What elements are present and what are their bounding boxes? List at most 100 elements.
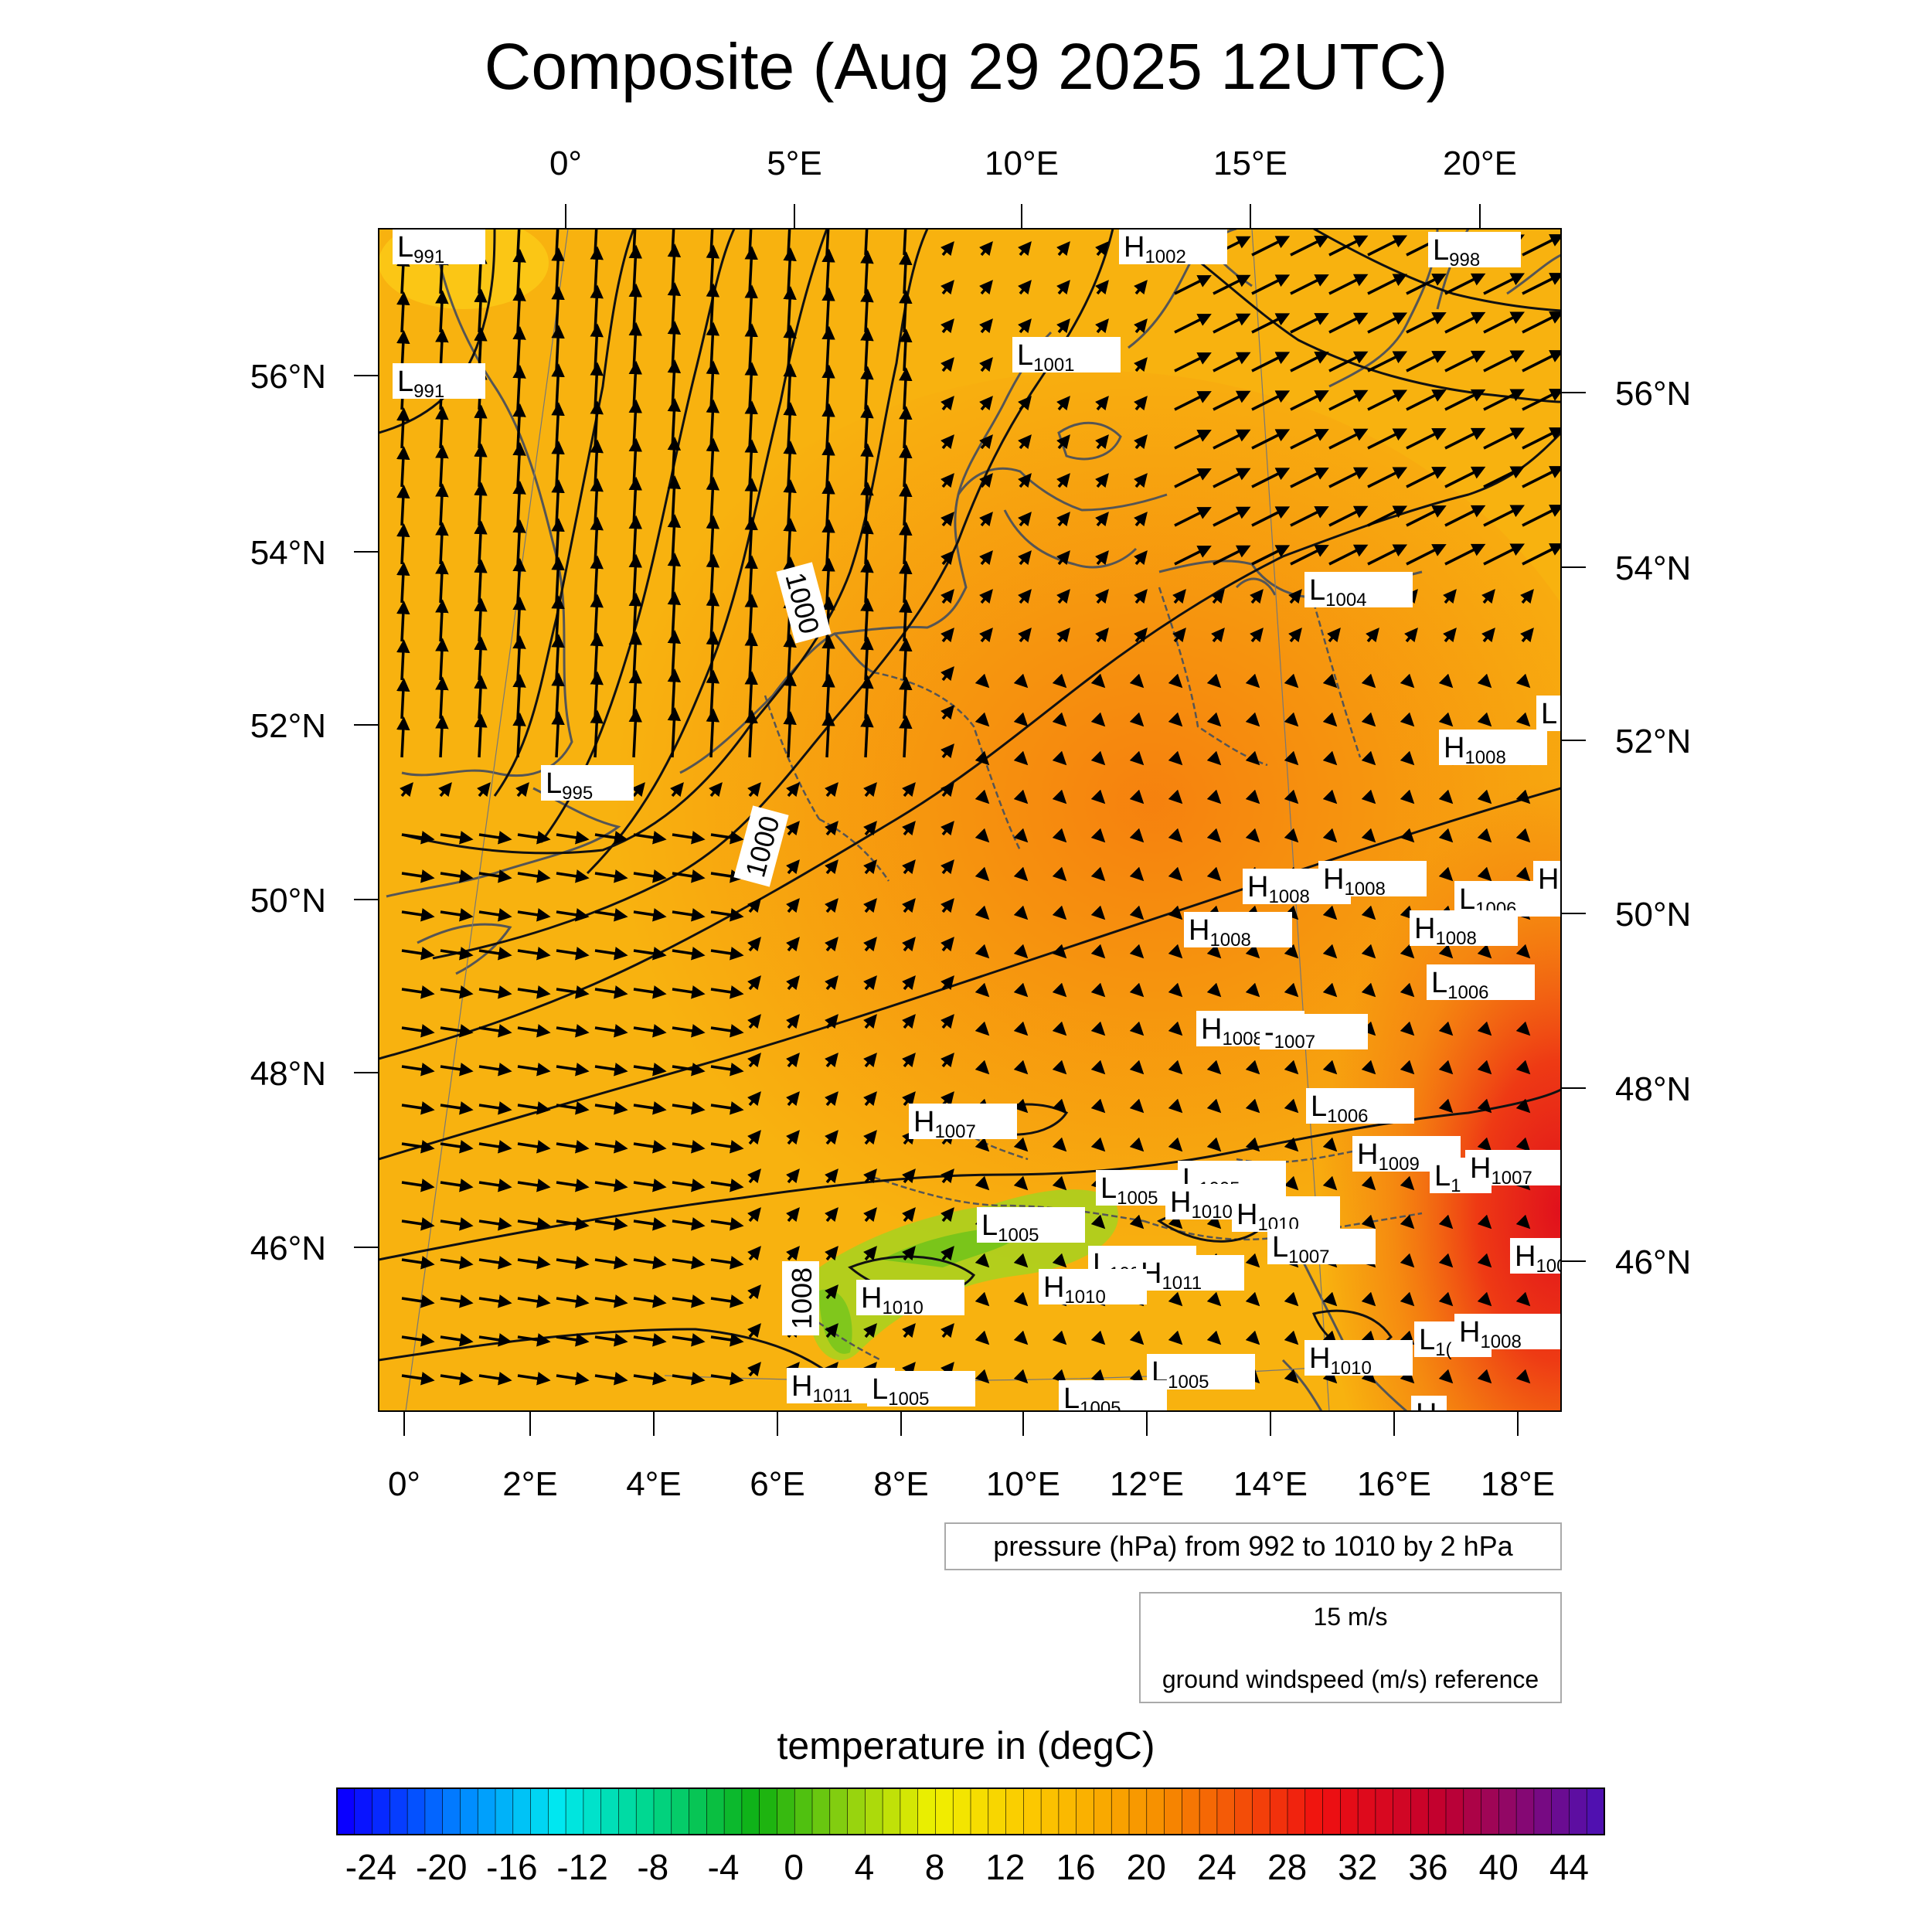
wind-arrow bbox=[1515, 1137, 1531, 1152]
bottom-axis-label: 4°E bbox=[626, 1465, 681, 1503]
wind-arrow bbox=[512, 364, 526, 410]
colorbar-cell bbox=[1040, 1787, 1060, 1835]
wind-arrow bbox=[1361, 673, 1376, 689]
wind-arrow bbox=[824, 898, 838, 913]
wind-arrow bbox=[1477, 1253, 1492, 1268]
wind-arrow bbox=[1477, 673, 1492, 689]
wind-arrow bbox=[1400, 1253, 1415, 1268]
wind-arrow bbox=[1328, 428, 1369, 450]
wind-arrow bbox=[590, 709, 604, 758]
wind-arrow bbox=[1133, 318, 1148, 334]
wind-arrow bbox=[1052, 905, 1067, 920]
wind-arrow bbox=[594, 908, 628, 922]
wind-arrow bbox=[785, 975, 800, 991]
wind-arrow bbox=[1013, 1253, 1029, 1268]
wind-arrow bbox=[747, 1014, 761, 1029]
colorbar-title: temperature in (degC) bbox=[777, 1724, 1155, 1767]
wind-arrow bbox=[401, 869, 435, 883]
wind-arrow bbox=[821, 364, 835, 410]
wind-arrow bbox=[978, 434, 993, 450]
wind-arrow bbox=[821, 673, 835, 719]
wind-reference-label: ground windspeed (m/s) reference bbox=[1162, 1665, 1539, 1693]
wind-arrow bbox=[1515, 1021, 1531, 1036]
wind-arrow bbox=[1168, 1330, 1183, 1345]
wind-arrow bbox=[1515, 1098, 1531, 1114]
colorbar-cell bbox=[900, 1787, 919, 1835]
high-pressure-label: H1009 bbox=[1352, 1136, 1461, 1175]
wind-arrow bbox=[1367, 544, 1408, 566]
wind-arrow bbox=[975, 750, 990, 766]
wind-arrow bbox=[1129, 673, 1145, 689]
wind-arrow bbox=[899, 367, 913, 410]
wind-arrow bbox=[1129, 1330, 1145, 1345]
svg-text:1008: 1008 bbox=[786, 1267, 818, 1329]
wind-arrow bbox=[476, 782, 491, 798]
wind-arrow bbox=[940, 1207, 954, 1223]
colorbar-tick-label: -4 bbox=[708, 1847, 740, 1887]
colorbar-cell bbox=[1128, 1787, 1148, 1835]
wind-arrow bbox=[1206, 866, 1222, 882]
wind-arrow bbox=[672, 1179, 706, 1192]
wind-arrow bbox=[1056, 628, 1070, 643]
wind-arrow bbox=[1017, 318, 1032, 334]
wind-arrow bbox=[517, 1024, 551, 1038]
colorbar-cell bbox=[917, 1787, 937, 1835]
wind-arrow bbox=[1438, 1253, 1454, 1268]
wind-arrow bbox=[940, 396, 954, 411]
wind-arrow bbox=[1284, 1369, 1299, 1384]
wind-arrow bbox=[1251, 352, 1291, 372]
wind-arrow bbox=[824, 937, 838, 952]
wind-arrow bbox=[556, 1217, 590, 1231]
wind-arrow bbox=[785, 1053, 800, 1068]
wind-arrow bbox=[1284, 1330, 1299, 1345]
wind-arrow bbox=[821, 441, 835, 488]
wind-arrow bbox=[940, 666, 954, 682]
wind-arrow bbox=[1438, 1214, 1454, 1230]
wind-arrow bbox=[556, 1256, 590, 1270]
colorbar-cell bbox=[935, 1787, 954, 1835]
wind-arrow bbox=[401, 1333, 435, 1347]
wind-arrow bbox=[1168, 789, 1183, 804]
wind-arrow bbox=[435, 290, 449, 333]
wind-arrow bbox=[1290, 429, 1329, 450]
wind-arrow bbox=[978, 396, 993, 411]
wind-arrow bbox=[747, 898, 761, 913]
wind-arrow bbox=[1438, 866, 1454, 882]
wind-arrow bbox=[1206, 1060, 1222, 1075]
wind-arrow bbox=[901, 1168, 916, 1184]
high-pressure-label: H1008 bbox=[1454, 1314, 1561, 1352]
left-axis-label: 48°N bbox=[250, 1055, 326, 1093]
low-pressure-label: L1005 bbox=[1059, 1380, 1167, 1411]
wind-arrow bbox=[940, 1014, 954, 1029]
wind-arrow bbox=[1287, 589, 1302, 604]
wind-arrow bbox=[975, 1137, 990, 1152]
wind-arrow bbox=[1056, 280, 1070, 295]
colorbar-cell bbox=[1481, 1787, 1500, 1835]
wind-arrow bbox=[978, 512, 993, 527]
wind-arrow bbox=[1361, 750, 1376, 766]
low-pressure-label: L1007 bbox=[1267, 1229, 1376, 1267]
colorbar-tick-label: 16 bbox=[1056, 1847, 1095, 1887]
wind-arrow bbox=[517, 985, 551, 999]
wind-arrow bbox=[862, 1323, 877, 1338]
right-axis-label: 54°N bbox=[1615, 549, 1691, 587]
wind-arrow bbox=[1172, 589, 1186, 604]
wind-arrow bbox=[1322, 1369, 1338, 1384]
wind-arrow bbox=[1174, 546, 1212, 566]
wind-arrow bbox=[1013, 1369, 1029, 1384]
wind-arrow bbox=[824, 1168, 838, 1184]
colorbar-cell bbox=[723, 1787, 743, 1835]
wind-arrow bbox=[633, 1063, 667, 1077]
top-axis-label: 5°E bbox=[767, 145, 821, 182]
wind-arrow bbox=[1206, 1098, 1222, 1114]
wind-arrow bbox=[860, 481, 874, 526]
wind-arrow bbox=[478, 1063, 512, 1077]
colorbar-cell bbox=[653, 1787, 672, 1835]
wind-arrow bbox=[1206, 712, 1222, 727]
wind-arrow bbox=[899, 406, 913, 449]
svg-text:L995: L995 bbox=[546, 767, 593, 804]
wind-arrow bbox=[1444, 311, 1486, 334]
wind-arrow bbox=[1168, 1021, 1183, 1036]
high-pressure-label: H1008 bbox=[1410, 910, 1518, 949]
